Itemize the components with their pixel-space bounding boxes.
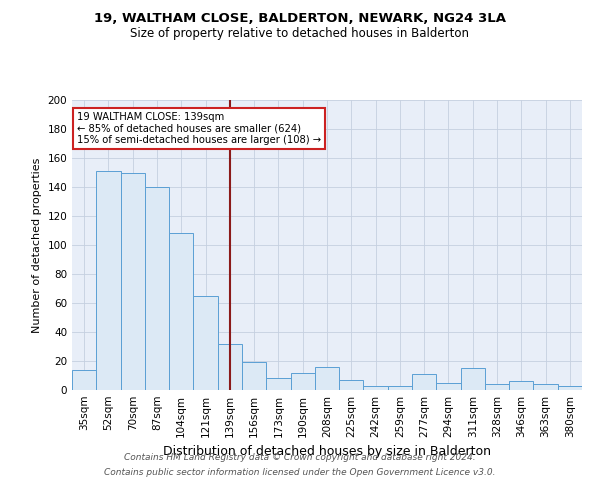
Bar xyxy=(485,384,509,390)
Bar xyxy=(145,187,169,390)
Bar xyxy=(121,172,145,390)
Bar xyxy=(461,368,485,390)
Bar xyxy=(315,367,339,390)
Bar xyxy=(412,374,436,390)
Bar xyxy=(266,378,290,390)
Text: 19, WALTHAM CLOSE, BALDERTON, NEWARK, NG24 3LA: 19, WALTHAM CLOSE, BALDERTON, NEWARK, NG… xyxy=(94,12,506,26)
Bar xyxy=(558,386,582,390)
Bar xyxy=(364,386,388,390)
Text: Contains public sector information licensed under the Open Government Licence v3: Contains public sector information licen… xyxy=(104,468,496,477)
Bar xyxy=(193,296,218,390)
Bar xyxy=(242,362,266,390)
Bar xyxy=(509,382,533,390)
Bar xyxy=(290,372,315,390)
Text: Size of property relative to detached houses in Balderton: Size of property relative to detached ho… xyxy=(131,28,470,40)
Text: 19 WALTHAM CLOSE: 139sqm
← 85% of detached houses are smaller (624)
15% of semi-: 19 WALTHAM CLOSE: 139sqm ← 85% of detach… xyxy=(77,112,321,145)
Bar xyxy=(339,380,364,390)
Bar xyxy=(218,344,242,390)
X-axis label: Distribution of detached houses by size in Balderton: Distribution of detached houses by size … xyxy=(163,446,491,458)
Bar xyxy=(169,234,193,390)
Y-axis label: Number of detached properties: Number of detached properties xyxy=(32,158,42,332)
Bar xyxy=(533,384,558,390)
Text: Contains HM Land Registry data © Crown copyright and database right 2024.: Contains HM Land Registry data © Crown c… xyxy=(124,453,476,462)
Bar xyxy=(388,386,412,390)
Bar xyxy=(436,383,461,390)
Bar xyxy=(72,370,96,390)
Bar xyxy=(96,171,121,390)
